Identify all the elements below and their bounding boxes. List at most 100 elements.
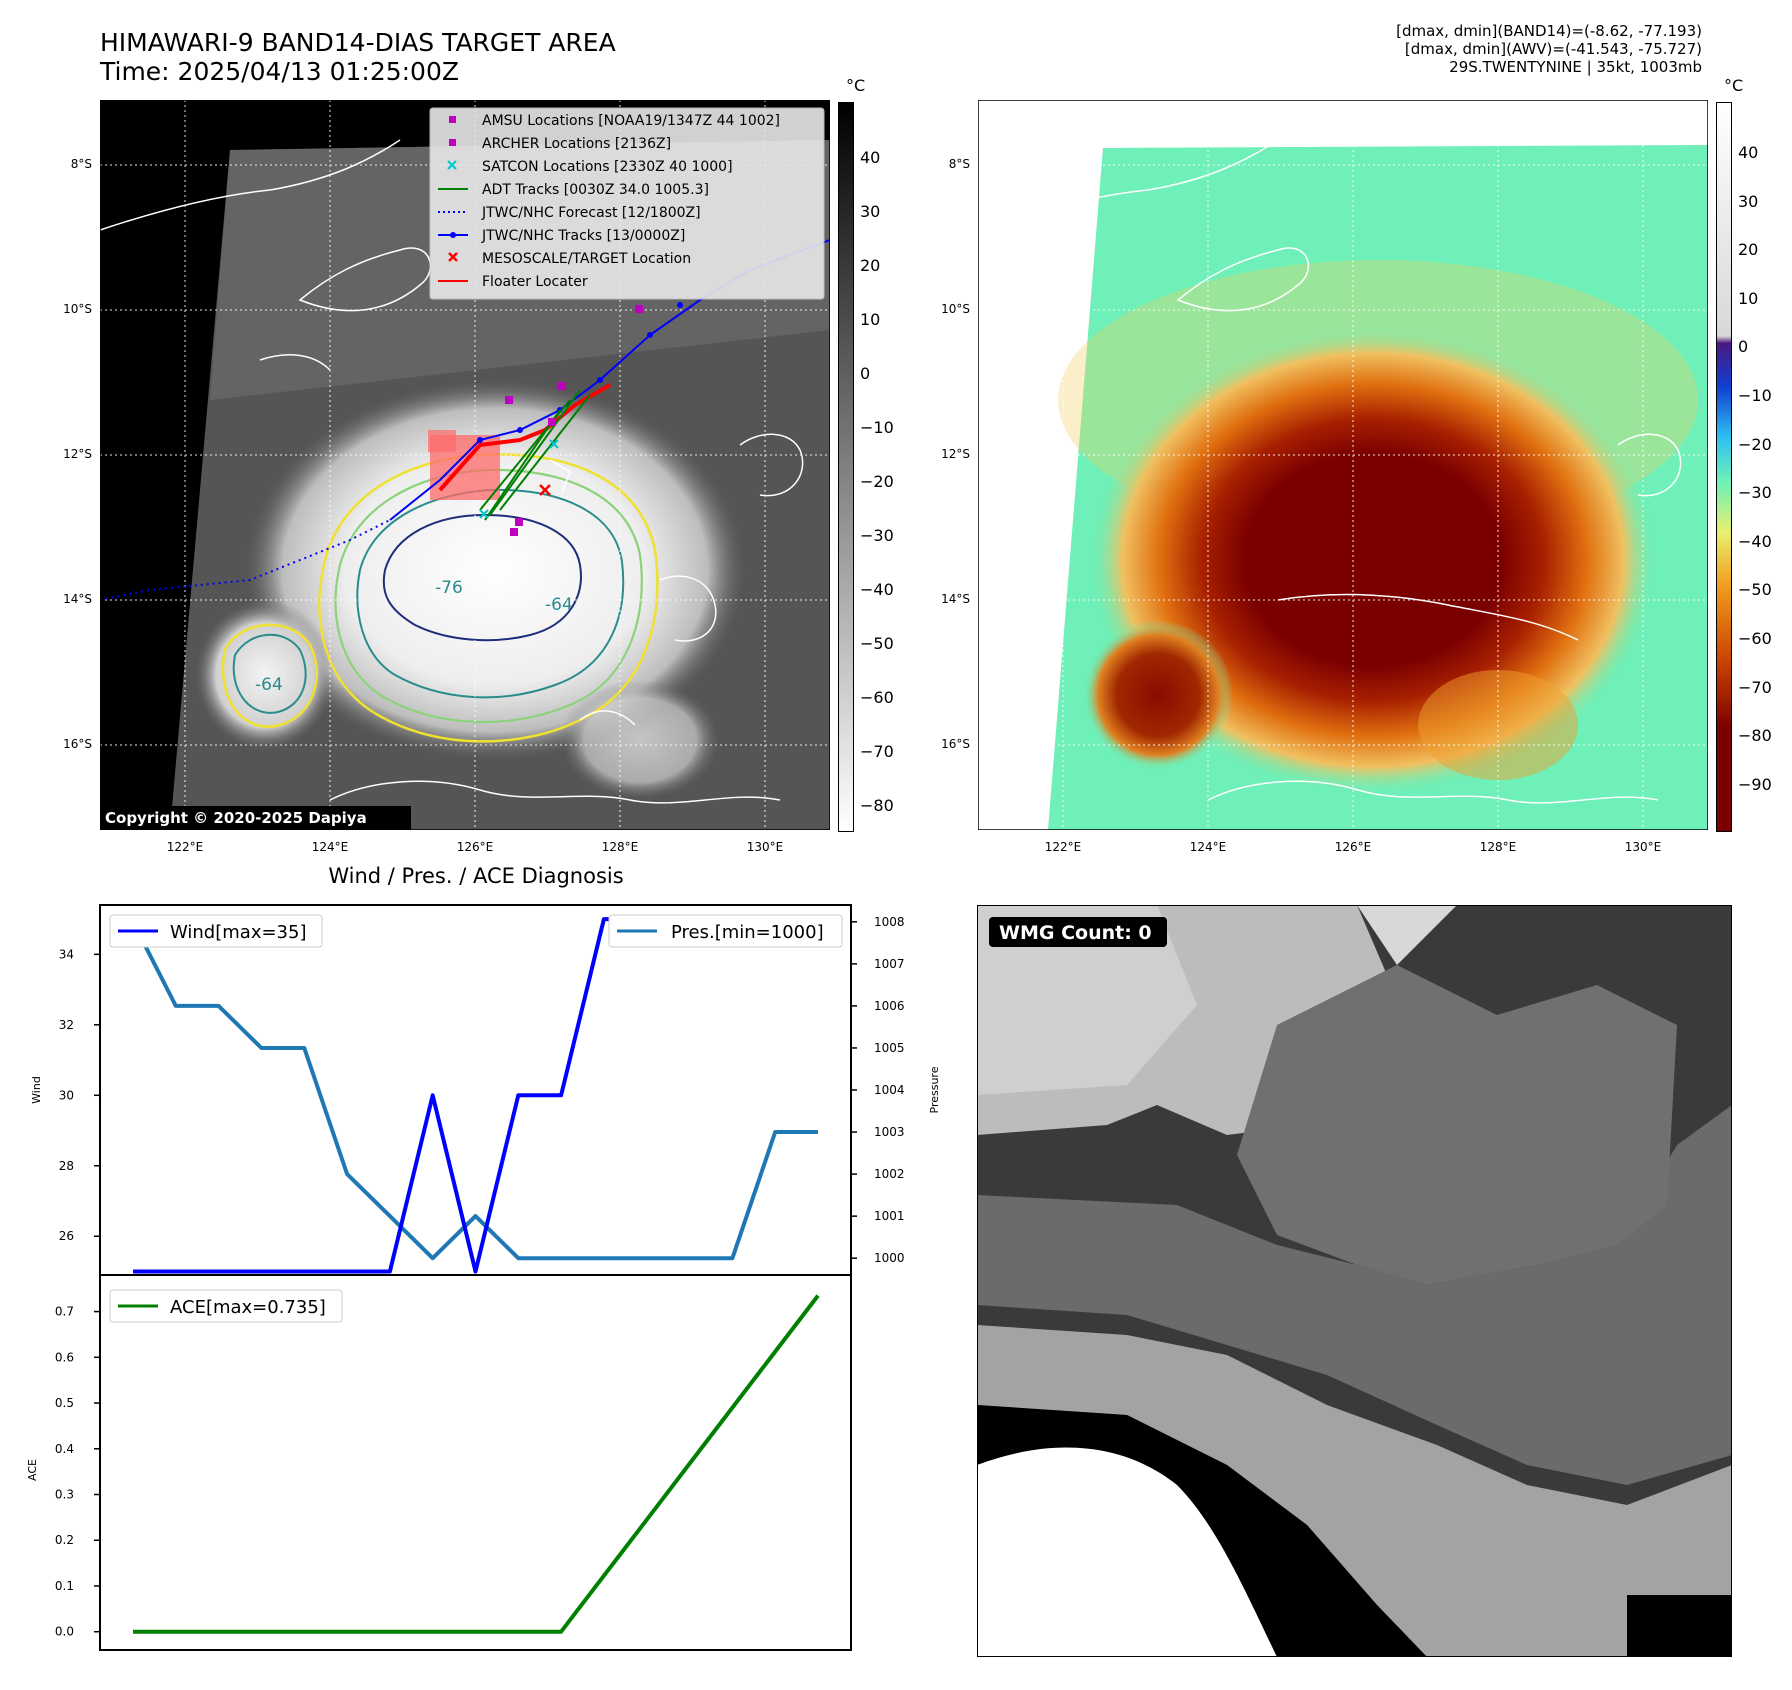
map-legend: AMSU Locations [NOAA19/1347Z 44 1002] AR… [429,107,825,300]
pres-tick-label: 1000 [874,1251,905,1265]
legend-item: AMSU Locations [NOAA19/1347Z 44 1002] [449,113,780,129]
diagnosis-title: Wind / Pres. / ACE Diagnosis [328,864,624,888]
lat-label: 8°S [948,157,970,171]
colorbar-tick: −80 [1738,726,1772,746]
pres-legend: Pres.[min=1000] [608,914,843,948]
ace-axes [99,1274,852,1651]
lon-label: 128°E [601,840,639,854]
floater-track [438,383,611,492]
amsu-archer-markers [505,305,643,536]
pres-axis-title: Pressure [928,1066,941,1113]
colorbar-tick: 40 [1738,143,1759,162]
legend-item: ARCHER Locations [2136Z] [449,136,671,152]
colorbar-tick: −50 [1738,580,1772,600]
wmg-mid-region [977,1105,1732,1485]
lat-label: 10°S [63,302,92,316]
lat-label: 14°S [941,592,970,606]
diagnosis-chart: 26 28 30 32 34 1000 1001 1002 1003 1004 1005 1006 10… [26,904,941,1651]
contour-label: -64 [545,595,573,615]
lon-label: 124°E [311,840,349,854]
pressure-line [131,920,818,1261]
legend-item: Floater Locater [438,274,588,290]
colorbar-tick: −60 [860,688,894,707]
colorbar-tick: −60 [1738,629,1772,648]
pres-tick-label: 1007 [874,957,905,971]
pres-tick-label: 1002 [874,1167,905,1181]
colorbar-tick: −20 [1738,434,1772,454]
colorbar-tick: 10 [1738,288,1759,308]
wind-pres-axes [99,904,852,1276]
awv-map [978,100,1708,830]
wind-tick-label: 28 [59,1159,74,1173]
svg-text:JTWC/NHC Tracks [13/0000Z]: JTWC/NHC Tracks [13/0000Z] [481,228,685,244]
colorbar-tick: 20 [860,256,881,275]
ace-tick-label: 0.1 [55,1579,74,1593]
satcon-markers [479,439,559,519]
colorbar2-unit: °C [1724,76,1744,95]
wind-tick-label: 26 [59,1229,74,1243]
lon-label: 128°E [1479,840,1517,854]
pres-tick-label: 1008 [874,915,905,929]
svg-text:Floater Locater: Floater Locater [482,274,588,290]
colorbar-tick: −30 [1738,483,1772,503]
svg-text:SATCON Locations [2330Z 40 100: SATCON Locations [2330Z 40 1000] [482,159,733,175]
ace-tick-label: 0.7 [55,1305,74,1319]
pres-tick-label: 1001 [874,1209,905,1223]
colorbar-tick: −50 [860,634,894,653]
target-marker [539,484,551,496]
map2-coastlines [978,139,1682,804]
colorbar-tick: 10 [860,310,881,329]
colorbar-tick: 40 [860,148,881,167]
ace-tick-label: 0.4 [55,1442,74,1456]
svg-text:ARCHER Locations [2136Z]: ARCHER Locations [2136Z] [482,136,671,152]
legend-item: MESOSCALE/TARGET Location [448,251,691,267]
colorbar1 [838,102,854,832]
colorbar1-unit: °C [846,76,866,95]
lat-label: 8°S [70,157,92,171]
colorbar-tick: −80 [860,796,894,815]
wind-tick-label: 34 [59,947,74,961]
wind-legend-label: Wind[max=35] [170,922,307,943]
colorbar-tick: −10 [860,418,894,437]
svg-text:JTWC/NHC Forecast [12/1800Z]: JTWC/NHC Forecast [12/1800Z] [481,205,701,221]
colorbar-tick: 30 [1738,191,1759,211]
ace-legend: ACE[max=0.735] [109,1289,343,1323]
lon-label: 130°E [1624,840,1662,854]
ace-tick-label: 0.6 [55,1350,74,1364]
colorbar-tick: −70 [1738,677,1772,697]
lon-label: 124°E [1189,840,1227,854]
ace-legend-label: ACE[max=0.735] [170,1297,326,1318]
colorbar-tick: −90 [1738,774,1772,794]
legend-item: ADT Tracks [0030Z 34.0 1005.3] [438,182,709,198]
colorbar-tick: −30 [860,526,894,545]
intensity-info: [dmax, dmin](BAND14)=(-8.62, -77.193) [d… [1396,22,1702,76]
secondary-convection [195,600,335,750]
pres-tick-label: 1004 [874,1083,905,1097]
figure-title: HIMAWARI-9 BAND14-DIAS TARGET AREA Time:… [100,28,616,86]
lat-label: 10°S [941,302,970,316]
ace-tick-label: 0.2 [55,1533,74,1547]
svg-text:MESOSCALE/TARGET Location: MESOSCALE/TARGET Location [482,251,691,267]
colorbar-tick: −40 [1738,531,1772,551]
wind-axis-title: Wind [30,1076,43,1104]
colorbar-tick: −20 [860,472,894,491]
colorbar-tick: −10 [1738,386,1772,405]
contour-navy [382,513,582,642]
lat-label: 16°S [941,737,970,751]
pres-tick-label: 1006 [874,999,905,1013]
contour-label: -64 [255,675,283,695]
legend-item: JTWC/NHC Tracks [13/0000Z] [438,228,685,244]
band14-map: -76 -64 -64 [100,100,830,830]
ace-tick-label: 0.5 [55,1396,74,1410]
ace-tick-label: 0.0 [55,1625,74,1639]
coastlines [100,139,804,804]
svg-text:AMSU Locations [NOAA19/1347Z 4: AMSU Locations [NOAA19/1347Z 44 1002] [482,113,780,129]
copyright: Copyright © 2020-2025 Dapiya [105,809,367,827]
pres-tick-label: 1005 [874,1041,905,1055]
ace-tick-label: 0.3 [55,1488,74,1502]
lon-label: 122°E [166,840,204,854]
lat-label: 12°S [63,447,92,461]
pres-legend-label: Pres.[min=1000] [671,922,824,943]
map2-grid [978,100,1708,830]
colorbar-tick: −70 [860,742,894,761]
